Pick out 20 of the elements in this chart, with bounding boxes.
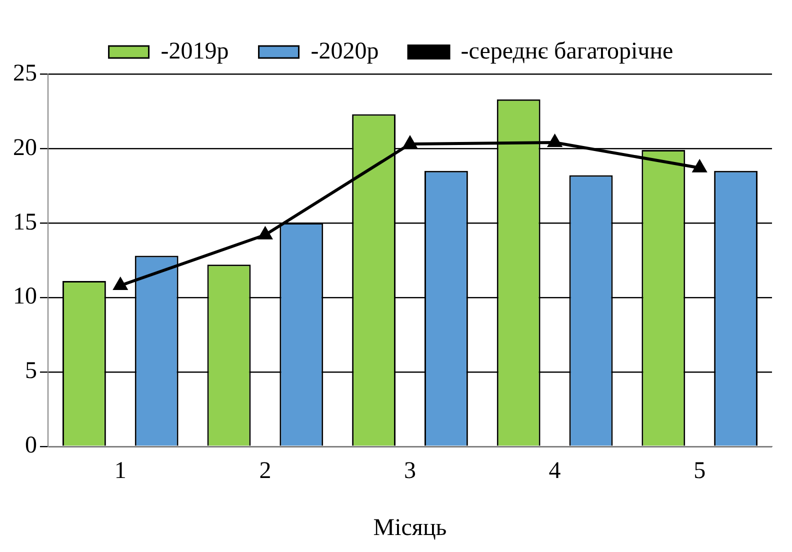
x-tick-label: 5 [694, 458, 706, 484]
point [403, 136, 417, 149]
y-tick-label: 15 [13, 209, 37, 236]
legend-label: -2019р [160, 38, 229, 64]
y-tick-label: 25 [13, 60, 37, 86]
x-axis-title: Місяць [373, 514, 447, 541]
y-tick-label: 10 [13, 284, 37, 310]
x-tick-label: 4 [548, 458, 561, 484]
y-tick-label: 0 [25, 432, 37, 459]
y-tick-label: 5 [25, 358, 37, 384]
point [258, 227, 272, 240]
y-tick-label: 20 [13, 134, 37, 161]
x-tick-label: 2 [259, 458, 272, 484]
legend-label: -середнє багаторічне [460, 38, 674, 64]
x-tick-label: 1 [114, 458, 126, 484]
point [692, 160, 706, 172]
point [114, 278, 128, 290]
x-tick-label: 3 [404, 458, 416, 484]
legend-label: -2020р [310, 38, 379, 64]
point [548, 135, 562, 148]
